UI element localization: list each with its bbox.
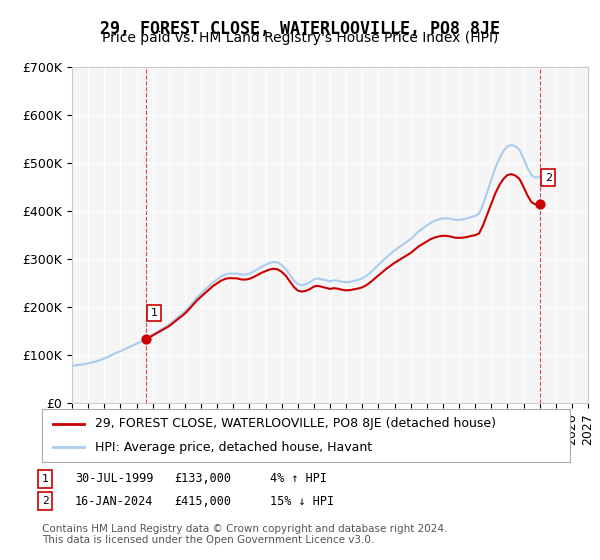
Text: £133,000: £133,000 (174, 472, 231, 486)
Point (535, 199, 545, 208)
Text: 29, FOREST CLOSE, WATERLOOVILLE, PO8 8JE: 29, FOREST CLOSE, WATERLOOVILLE, PO8 8JE (100, 20, 500, 38)
Text: £415,000: £415,000 (174, 494, 231, 508)
Text: Contains HM Land Registry data © Crown copyright and database right 2024.
This d: Contains HM Land Registry data © Crown c… (42, 524, 448, 545)
Text: 1: 1 (41, 474, 49, 484)
Text: 29, FOREST CLOSE, WATERLOOVILLE, PO8 8JE (detached house): 29, FOREST CLOSE, WATERLOOVILLE, PO8 8JE… (95, 417, 496, 430)
Text: 4% ↑ HPI: 4% ↑ HPI (270, 472, 327, 486)
Point (141, 335, 151, 344)
Text: Price paid vs. HM Land Registry's House Price Index (HPI): Price paid vs. HM Land Registry's House … (102, 31, 498, 45)
Text: 1: 1 (151, 308, 157, 318)
Text: HPI: Average price, detached house, Havant: HPI: Average price, detached house, Hava… (95, 441, 372, 454)
Text: 15% ↓ HPI: 15% ↓ HPI (270, 494, 334, 508)
Text: 16-JAN-2024: 16-JAN-2024 (75, 494, 154, 508)
Text: 30-JUL-1999: 30-JUL-1999 (75, 472, 154, 486)
Text: 2: 2 (545, 172, 552, 183)
Text: 2: 2 (41, 496, 49, 506)
